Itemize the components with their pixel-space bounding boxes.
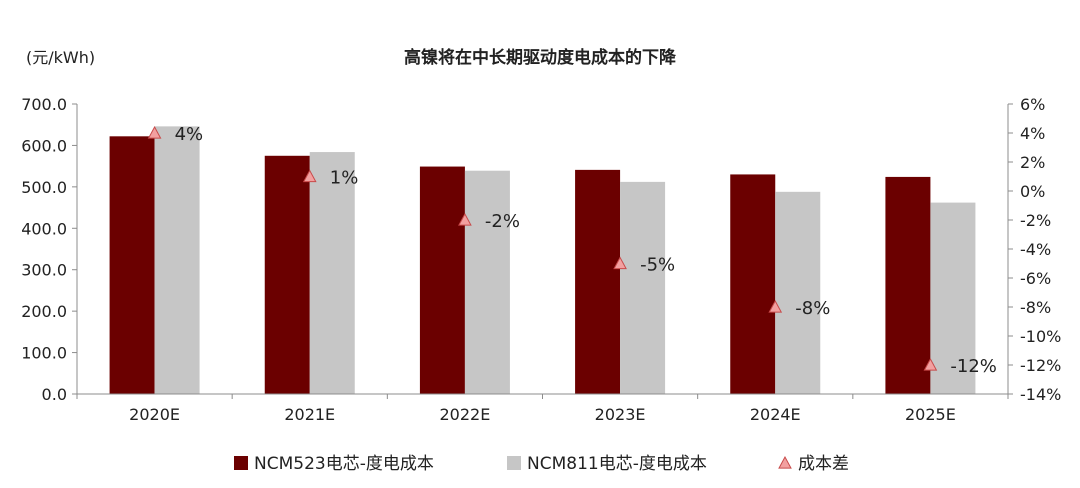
y-right-tick-label: -10%	[1020, 327, 1061, 346]
bar-ncm523-2023E	[575, 169, 621, 394]
chart-title: 高镍将在中长期驱动度电成本的下降	[404, 47, 677, 68]
y-left-tick-label: 600.0	[21, 136, 67, 155]
y-left-tick-label: 700.0	[21, 95, 67, 114]
legend-label: NCM811电芯-度电成本	[527, 454, 707, 474]
bar-ncm811-2023E	[620, 181, 666, 394]
y-left-tick-label: 0.0	[42, 385, 67, 404]
y-right-tick-label: -8%	[1020, 298, 1051, 317]
legend-item-cost-diff: 成本差	[778, 454, 849, 474]
y-left-tick-label: 400.0	[21, 219, 67, 238]
bar-ncm811-2025E	[930, 202, 976, 394]
diff-marker-2023E	[613, 256, 627, 270]
diff-marker-2021E	[302, 169, 317, 183]
diff-data-label: -8%	[795, 298, 830, 319]
diff-data-label: 4%	[175, 124, 204, 145]
y-right-tick-label: -6%	[1020, 269, 1051, 288]
diff-marker-2024E	[768, 299, 783, 313]
legend-item-ncm523: NCM523电芯-度电成本	[234, 454, 434, 474]
diff-marker-2022E	[458, 212, 472, 226]
x-tick-label: 2025E	[905, 405, 956, 424]
bar-ncm811-2021E	[309, 152, 355, 394]
y-right-tick-label: -12%	[1020, 356, 1061, 375]
diff-data-label: -2%	[485, 211, 520, 232]
bar-ncm811-2020E	[154, 126, 200, 394]
y-right-tick-label: -14%	[1020, 385, 1061, 404]
axes-layer: 0.0 100.0 200.0 300.0 400.0 500.0 600.0 700.0 -1…	[21, 95, 1061, 424]
y-right-tick-label: -4%	[1020, 240, 1051, 259]
diff-data-label: 1%	[330, 168, 359, 189]
y-left-tick-label: 500.0	[21, 178, 67, 197]
y-right-tick-label: -2%	[1020, 211, 1051, 230]
diff-marker-2025E	[923, 357, 938, 371]
y-left-tick-label: 300.0	[21, 261, 67, 280]
y-right-tick-label: 4%	[1020, 124, 1045, 143]
y-axis-unit-label: (元/kWh)	[26, 48, 95, 67]
marker-layer: 4% 1% -2% -5% -8% -12%	[147, 124, 997, 377]
y-right-tick-label: 2%	[1020, 153, 1045, 172]
diff-data-label: -12%	[950, 356, 997, 377]
x-tick-label: 2020E	[129, 405, 180, 424]
legend-marker	[778, 455, 792, 469]
legend-label: NCM523电芯-度电成本	[254, 454, 434, 474]
y-right-tick-label: 6%	[1020, 95, 1045, 114]
legend-swatch	[234, 456, 248, 470]
y-left-tick-label: 200.0	[21, 302, 67, 321]
bar-layer	[109, 126, 976, 395]
y-left-tick-label: 100.0	[21, 344, 67, 363]
bar-ncm523-2025E	[885, 176, 931, 394]
legend: NCM523电芯-度电成本 NCM811电芯-度电成本 成本差	[234, 454, 849, 474]
bar-ncm523-2022E	[419, 166, 465, 394]
diff-data-label: -5%	[640, 255, 675, 276]
legend-item-ncm811: NCM811电芯-度电成本	[507, 454, 707, 474]
x-tick-label: 2023E	[595, 405, 646, 424]
bar-ncm523-2021E	[264, 155, 310, 394]
diff-marker-2020E	[147, 125, 162, 139]
legend-swatch	[507, 456, 521, 470]
x-tick-label: 2024E	[750, 405, 801, 424]
bar-ncm811-2024E	[775, 191, 821, 394]
x-tick-label: 2022E	[440, 405, 491, 424]
bar-ncm523-2020E	[109, 136, 155, 395]
bar-ncm523-2024E	[730, 174, 776, 394]
bar-ncm811-2022E	[464, 170, 510, 394]
y-right-tick-label: 0%	[1020, 182, 1045, 201]
legend-label: 成本差	[798, 454, 849, 474]
x-tick-label: 2021E	[284, 405, 335, 424]
